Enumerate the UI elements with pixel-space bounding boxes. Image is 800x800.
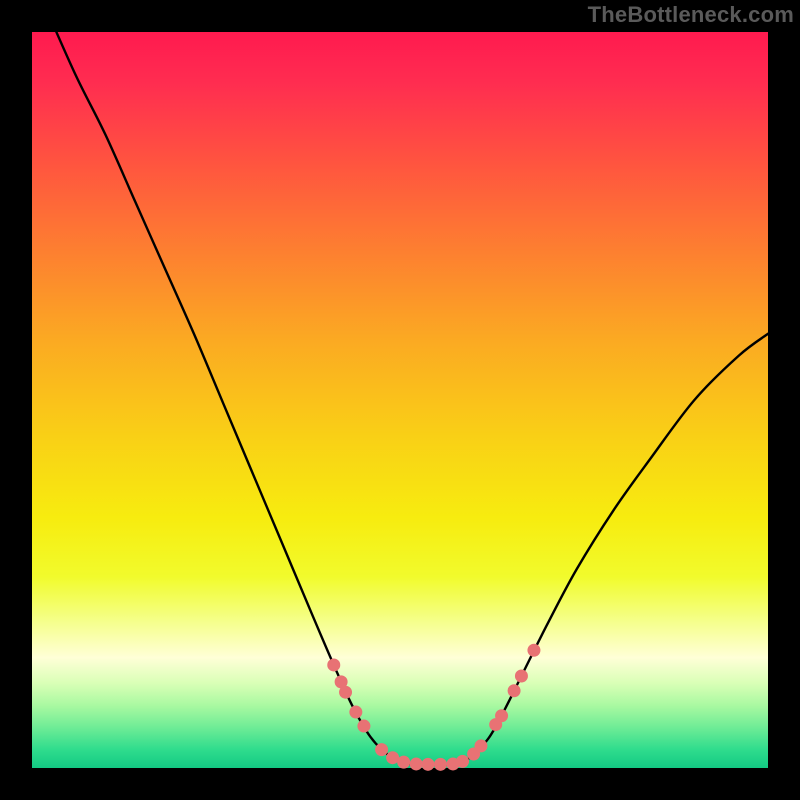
data-marker	[376, 744, 388, 756]
plot-background	[32, 32, 768, 768]
data-marker	[358, 720, 370, 732]
data-marker	[457, 755, 469, 767]
data-marker	[328, 659, 340, 671]
data-marker	[515, 670, 527, 682]
data-marker	[350, 706, 362, 718]
data-marker	[398, 756, 410, 768]
plot-svg	[0, 0, 800, 800]
watermark-text: TheBottleneck.com	[588, 2, 794, 28]
data-marker	[508, 685, 520, 697]
data-marker	[340, 686, 352, 698]
data-marker	[528, 644, 540, 656]
data-marker	[475, 740, 487, 752]
data-marker	[496, 710, 508, 722]
data-marker	[410, 758, 422, 770]
chart-container: TheBottleneck.com	[0, 0, 800, 800]
data-marker	[422, 758, 434, 770]
data-marker	[434, 758, 446, 770]
data-marker	[387, 752, 399, 764]
